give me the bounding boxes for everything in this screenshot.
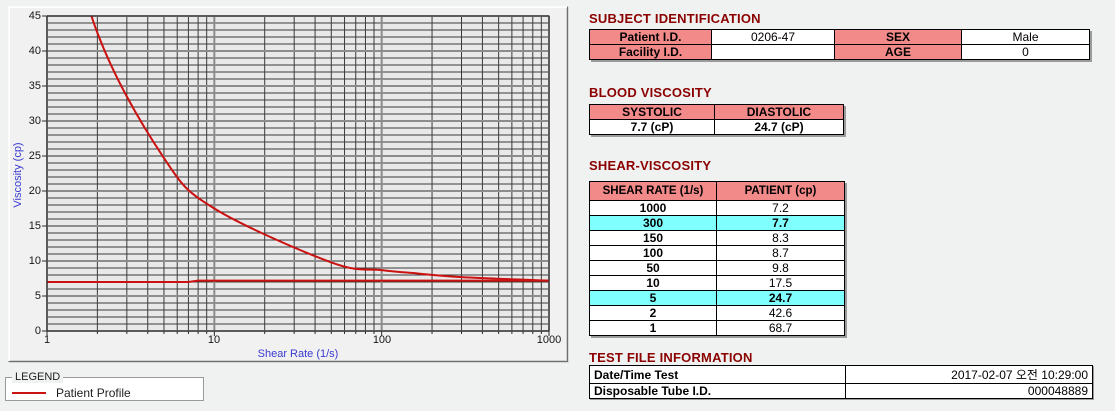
shear-rate-cell: 300	[589, 215, 717, 231]
legend-entry: Patient Profile	[12, 386, 197, 400]
chart-canvas	[42, 15, 550, 336]
patient-id-label: Patient I.D.	[589, 29, 712, 45]
patient-cp-cell: 17.5	[716, 275, 845, 291]
facility-id-value[interactable]	[711, 44, 835, 60]
patient-cp-cell: 42.6	[716, 305, 845, 321]
shear-rate-cell: 150	[589, 230, 717, 246]
subject-identification-title: SUBJECT IDENTIFICATION	[589, 11, 761, 26]
age-value[interactable]: 0	[961, 44, 1090, 60]
table-row-highlighted: 5 24.7	[589, 290, 845, 306]
patient-cp-cell: 8.3	[716, 230, 845, 246]
y-tick-label: 35	[28, 80, 41, 92]
table-row: 1 68.7	[589, 320, 845, 336]
table-row: 150 8.3	[589, 230, 845, 246]
sex-label: SEX	[834, 29, 962, 45]
shear-rate-cell: 50	[589, 260, 717, 276]
y-tick-label: 45	[28, 10, 41, 22]
x-tick-label: 1000	[536, 334, 562, 346]
patient-profile-line-swatch	[12, 392, 46, 394]
sex-value[interactable]: Male	[961, 29, 1090, 45]
shear-rate-cell: 1	[589, 320, 717, 336]
y-tick-label: 40	[28, 45, 41, 57]
y-tick-label: 20	[28, 185, 41, 197]
table-row: 7.7 (cP) 24.7 (cP)	[589, 119, 844, 135]
shear-rate-cell: 2	[589, 305, 717, 321]
disposable-tube-id-label: Disposable Tube I.D.	[589, 383, 846, 399]
y-tick-label: 5	[34, 290, 41, 302]
x-tick-label: 1	[43, 334, 51, 346]
y-tick-label: 15	[28, 220, 41, 232]
blood-viscosity-title: BLOOD VISCOSITY	[589, 85, 712, 100]
y-tick-label: 0	[34, 325, 41, 337]
test-file-information-table: Date/Time Test 2017-02-07 오전 10:29:00 Di…	[589, 365, 1093, 399]
y-tick-label: 30	[28, 115, 41, 127]
table-row: 50 9.8	[589, 260, 845, 276]
patient-cp-cell: 7.7	[716, 215, 845, 231]
table-row-highlighted: 300 7.7	[589, 215, 845, 231]
table-header-row: SHEAR RATE (1/s) PATIENT (cp)	[589, 181, 845, 201]
date-time-value: 2017-02-07 오전 10:29:00	[845, 365, 1093, 384]
legend-entry-label: Patient Profile	[56, 386, 131, 400]
table-row: Date/Time Test 2017-02-07 오전 10:29:00	[589, 365, 1093, 384]
shear-rate-cell: 10	[589, 275, 717, 291]
shear-viscosity-title: SHEAR-VISCOSITY	[589, 158, 712, 173]
patient-cp-cell: 9.8	[716, 260, 845, 276]
table-row: Disposable Tube I.D. 000048889	[589, 383, 1093, 399]
table-row: 1000 7.2	[589, 200, 845, 216]
diastolic-value: 24.7 (cP)	[714, 119, 844, 135]
age-label: AGE	[834, 44, 962, 60]
legend-title: LEGEND	[12, 371, 64, 383]
systolic-value: 7.7 (cP)	[589, 119, 715, 135]
x-axis-title: Shear Rate (1/s)	[257, 348, 339, 360]
y-tick-label: 25	[28, 150, 41, 162]
patient-cp-header: PATIENT (cp)	[716, 181, 845, 201]
disposable-tube-id-value: 000048889	[845, 383, 1093, 399]
subject-identification-table: Patient I.D. 0206-47 SEX Male Facility I…	[589, 29, 1090, 60]
table-row: Facility I.D. AGE 0	[589, 44, 1090, 60]
diastolic-header: DIASTOLIC	[714, 104, 844, 120]
facility-id-label: Facility I.D.	[589, 44, 712, 60]
x-tick-label: 10	[207, 334, 221, 346]
shear-viscosity-table: SHEAR RATE (1/s) PATIENT (cp) 1000 7.2 3…	[589, 181, 845, 336]
shear-rate-cell: 5	[589, 290, 717, 306]
legend-box: LEGEND Patient Profile	[5, 371, 204, 401]
x-tick-label: 100	[372, 334, 392, 346]
y-tick-label: 10	[28, 255, 41, 267]
viscosity-chart: Viscosity (cp) Shear Rate (1/s) 45 40 35…	[8, 6, 568, 362]
date-time-label: Date/Time Test	[589, 365, 846, 384]
patient-cp-cell: 7.2	[716, 200, 845, 216]
patient-cp-cell: 24.7	[716, 290, 845, 306]
table-row: SYSTOLIC DIASTOLIC	[589, 104, 844, 120]
blood-viscosity-table: SYSTOLIC DIASTOLIC 7.7 (cP) 24.7 (cP)	[589, 104, 844, 135]
patient-id-value[interactable]: 0206-47	[711, 29, 835, 45]
table-row: Patient I.D. 0206-47 SEX Male	[589, 29, 1090, 45]
systolic-header: SYSTOLIC	[589, 104, 715, 120]
shear-rate-cell: 100	[589, 245, 717, 261]
test-file-information-title: TEST FILE INFORMATION	[589, 350, 753, 365]
shear-rate-header: SHEAR RATE (1/s)	[589, 181, 717, 201]
table-row: 2 42.6	[589, 305, 845, 321]
table-row: 100 8.7	[589, 245, 845, 261]
table-row: 10 17.5	[589, 275, 845, 291]
patient-cp-cell: 8.7	[716, 245, 845, 261]
shear-rate-cell: 1000	[589, 200, 717, 216]
patient-cp-cell: 68.7	[716, 320, 845, 336]
